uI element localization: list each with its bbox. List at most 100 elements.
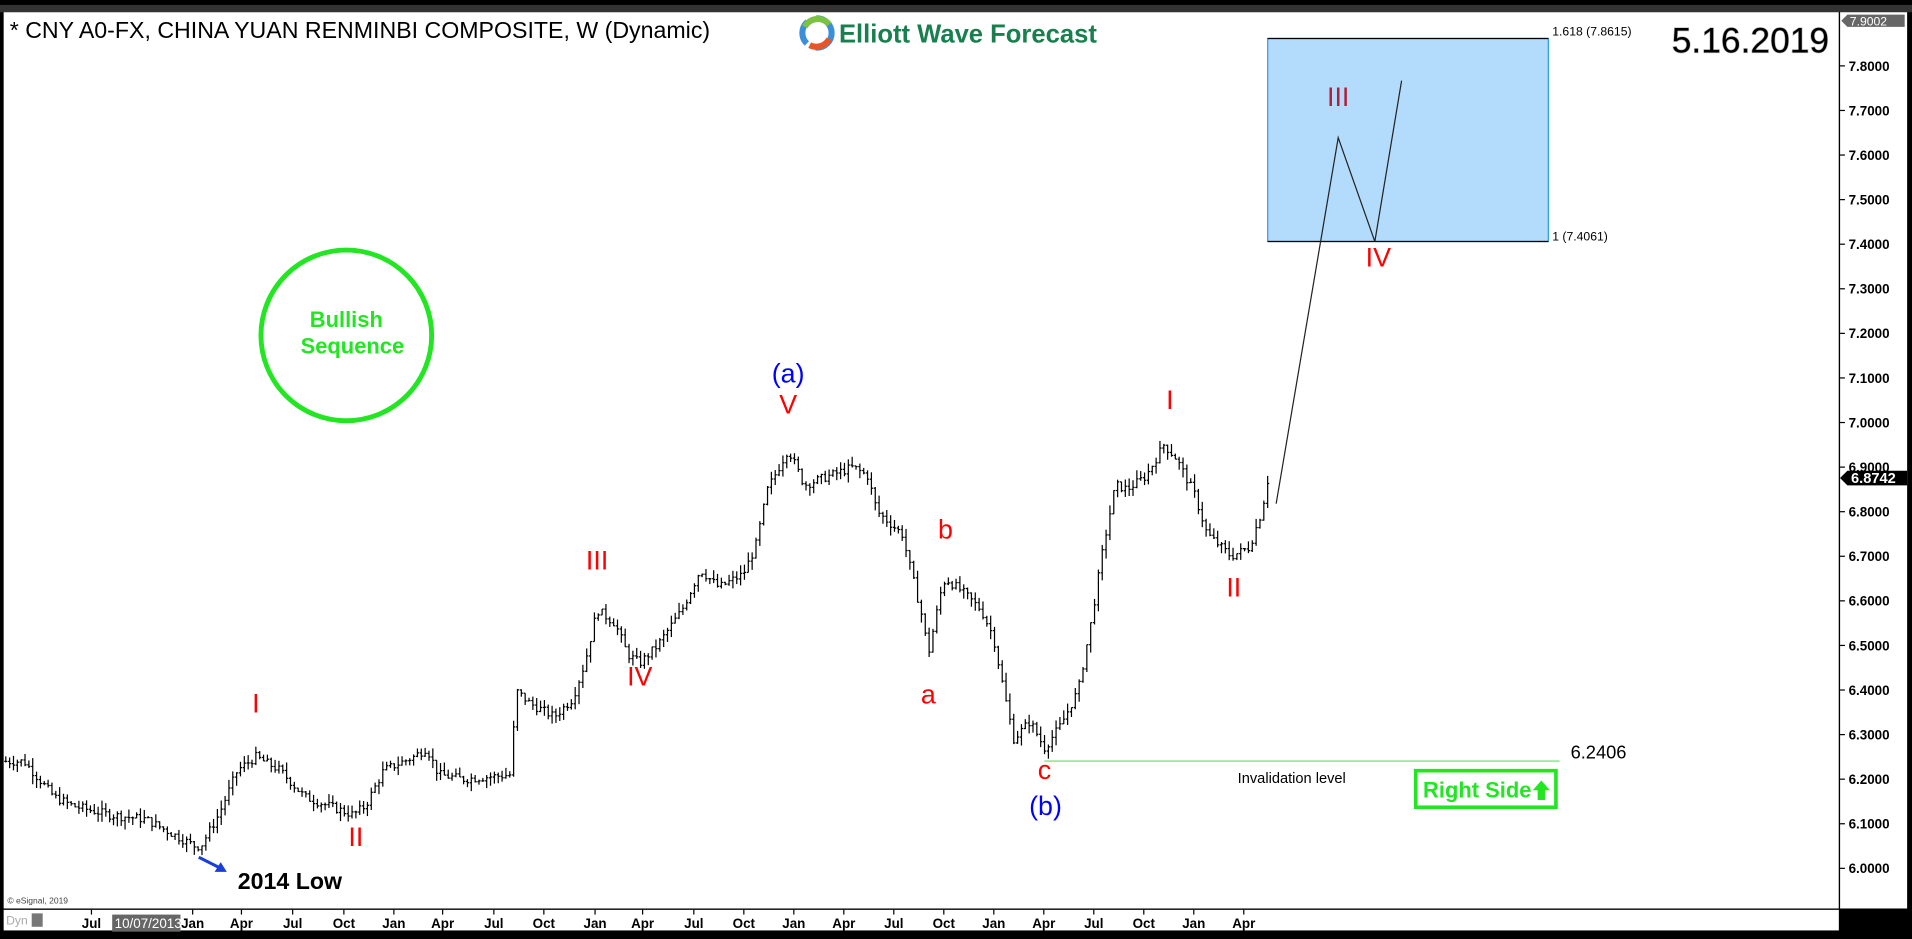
price-bar: [69, 801, 73, 806]
price-bar: [392, 763, 396, 771]
wave-label: a: [921, 679, 936, 709]
x-tick-label: Jul: [283, 916, 302, 931]
price-bar: [550, 705, 554, 724]
price-bar: [885, 509, 889, 527]
price-bar: [1266, 475, 1270, 509]
time-axis[interactable]: [3, 909, 1839, 931]
wave-label: II: [1226, 572, 1241, 602]
price-bar: [319, 802, 323, 813]
price-bar: [546, 704, 550, 720]
price-bar: [1104, 529, 1108, 559]
price-bar: [1212, 528, 1216, 540]
price-bar: [281, 764, 285, 774]
price-bar: [685, 599, 689, 611]
price-bar: [73, 802, 77, 808]
price-bar: [612, 618, 616, 627]
price-bar: [812, 479, 816, 494]
price-bar: [1169, 444, 1174, 457]
wave-label: (b): [1029, 791, 1062, 821]
price-bar: [138, 808, 143, 828]
price-bar: [646, 653, 650, 666]
wave-label: III: [586, 546, 608, 576]
copyright: © eSignal, 2019: [7, 896, 68, 906]
fib-bottom-label: 1 (7.4061): [1552, 229, 1608, 243]
price-bar: [981, 601, 985, 620]
price-bar: [1166, 444, 1170, 460]
price-bar: [365, 801, 370, 817]
price-bar: [219, 800, 223, 825]
price-bar: [1246, 541, 1251, 554]
price-bar: [315, 798, 320, 809]
price-bar: [585, 648, 589, 673]
price-bar: [538, 700, 543, 713]
price-bar: [642, 652, 647, 669]
x-tick-label: Jul: [684, 916, 703, 931]
price-bar: [765, 486, 770, 506]
price-bar: [673, 612, 677, 624]
price-bar: [977, 597, 981, 612]
price-bar: [1242, 548, 1247, 552]
y-tick-label: 7.4000: [1849, 237, 1890, 252]
price-bar: [369, 787, 373, 810]
price-bar: [1189, 478, 1193, 484]
price-bar: [789, 453, 793, 462]
plot-area[interactable]: [3, 12, 1839, 909]
bullish-sequence-badge: Bullish Sequence: [258, 247, 435, 424]
price-bar: [104, 803, 108, 817]
price-bar: [242, 756, 246, 773]
price-bar: [108, 808, 112, 823]
price-bar: [119, 810, 123, 826]
price-bar: [842, 462, 847, 477]
price-bar: [781, 455, 785, 477]
x-tick-label: Apr: [1232, 916, 1256, 931]
price-bar: [1219, 541, 1224, 554]
price-bar: [1150, 465, 1154, 476]
price-bar: [31, 758, 35, 785]
price-bar: [350, 805, 354, 819]
x-tick-label: Jan: [584, 916, 607, 931]
x-tick-label: Oct: [1133, 916, 1156, 931]
invalidation-value: 6.2406: [1571, 741, 1627, 762]
price-bar: [846, 459, 850, 483]
price-bar: [308, 790, 312, 802]
price-bar: [1200, 501, 1204, 528]
x-tick-label: Jul: [1084, 916, 1103, 931]
price-bar: [742, 564, 747, 580]
price-bar: [458, 767, 462, 778]
y-tick-label: 6.0000: [1849, 861, 1890, 876]
wave-label: b: [938, 514, 953, 544]
price-bar: [50, 782, 54, 796]
price-bar: [488, 772, 493, 786]
price-bar: [1158, 440, 1162, 464]
y-tick-label: 6.1000: [1849, 817, 1890, 832]
price-bar: [588, 640, 593, 663]
price-bar: [442, 762, 446, 776]
price-bar: [739, 565, 743, 586]
price-bar: [715, 573, 720, 588]
y-tick-label: 6.4000: [1849, 683, 1890, 698]
lock-icon[interactable]: [31, 913, 43, 927]
x-tick-label: Apr: [1032, 916, 1056, 931]
price-bar: [381, 761, 385, 787]
price-bar: [1054, 720, 1058, 746]
price-bar: [238, 761, 243, 777]
price-bar: [1092, 598, 1097, 625]
price-bar: [96, 806, 100, 822]
price-bar: [1250, 540, 1254, 552]
price-bar: [1146, 463, 1150, 485]
dyn-label[interactable]: Dyn: [6, 913, 28, 927]
price-bar: [581, 664, 585, 689]
logo: Elliott Wave Forecast: [799, 15, 1097, 51]
price-bar: [1185, 464, 1189, 491]
price-bar: [592, 612, 596, 643]
price-bar: [1142, 472, 1147, 486]
price-bar: [915, 570, 920, 603]
chart-title: * CNY A0-FX, CHINA YUAN RENMINBI COMPOSI…: [10, 17, 710, 43]
price-bar: [331, 795, 335, 808]
price-bar: [900, 525, 904, 541]
price-bar: [1135, 470, 1139, 489]
price-bar: [535, 698, 539, 716]
price-bar: [877, 495, 881, 518]
price-axis[interactable]: [1840, 12, 1908, 909]
price-bar: [477, 779, 481, 785]
